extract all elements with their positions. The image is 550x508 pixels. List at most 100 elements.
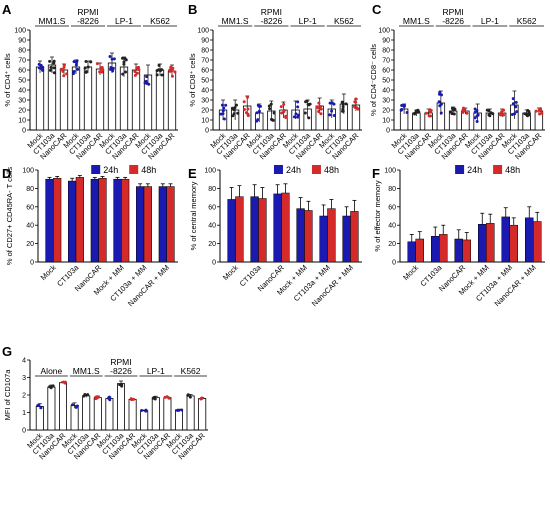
data-point — [242, 108, 246, 112]
bar — [342, 215, 351, 263]
data-point — [475, 114, 479, 118]
data-point — [221, 109, 225, 113]
bar — [35, 66, 45, 131]
data-point — [173, 70, 177, 74]
y-tick-label: 0 — [22, 428, 26, 435]
data-point — [352, 105, 356, 109]
y-tick-label: 40 — [382, 88, 390, 95]
data-point — [340, 100, 344, 104]
data-point — [122, 60, 126, 64]
data-point — [316, 106, 320, 110]
panel-label: E — [188, 166, 197, 181]
x-tick-label: Mock — [221, 263, 240, 282]
bar — [501, 216, 511, 263]
data-point — [52, 66, 56, 70]
data-point — [515, 110, 519, 114]
bar — [143, 186, 152, 263]
legend-swatch — [311, 165, 321, 174]
group-label: K562 — [517, 16, 537, 26]
data-point — [89, 60, 93, 64]
y-tick-label: 100 — [14, 28, 26, 35]
data-point — [135, 71, 139, 75]
bar — [136, 186, 145, 263]
bar — [121, 178, 130, 263]
legend-swatch — [129, 165, 139, 174]
x-tick-label: NanoCAR + MM — [493, 263, 538, 308]
data-point — [75, 61, 79, 65]
data-point — [100, 70, 104, 74]
data-point — [439, 102, 443, 106]
panel-label: C — [372, 2, 382, 17]
data-point — [36, 404, 40, 408]
y-tick-label: 80 — [18, 48, 26, 55]
data-point — [124, 70, 128, 74]
data-point — [111, 66, 115, 70]
data-point — [62, 74, 66, 78]
bar — [439, 234, 448, 263]
group-label: LP-1 — [147, 366, 165, 376]
data-point — [317, 109, 321, 113]
data-point — [246, 107, 250, 111]
group-label: Alone — [41, 366, 63, 376]
legend-label: 24h — [103, 165, 118, 175]
data-point — [487, 113, 491, 117]
legend-label: 24h — [286, 165, 301, 175]
data-point — [232, 112, 236, 116]
data-point — [255, 119, 259, 123]
data-point — [523, 112, 527, 116]
legend-label: 48h — [141, 165, 156, 175]
y-tick-label: 60 — [208, 204, 216, 211]
y-tick-label: 30 — [18, 98, 26, 105]
group-label: K562 — [181, 366, 201, 376]
data-point — [157, 63, 161, 67]
data-point — [140, 409, 144, 413]
data-point — [537, 108, 541, 112]
data-point — [188, 395, 192, 399]
data-point — [71, 72, 75, 76]
bar — [462, 239, 471, 263]
y-tick-label: 30 — [201, 98, 209, 105]
bar — [227, 199, 236, 263]
data-point — [319, 105, 323, 109]
y-tick-label: 0 — [30, 260, 34, 267]
data-point — [296, 100, 300, 104]
data-point — [439, 111, 443, 115]
bar — [71, 66, 81, 131]
data-point — [473, 116, 477, 120]
y-tick-label: 1 — [22, 410, 26, 417]
data-point — [257, 104, 261, 108]
panel-c: C 0 10 20 30 40 50 60 70 80 90 100 % of CD4⁻CD8⁻ cel… — [369, 2, 545, 161]
data-point — [294, 112, 298, 116]
data-point — [354, 100, 358, 104]
data-point — [317, 101, 321, 105]
bar — [107, 62, 117, 131]
bar — [59, 69, 69, 131]
y-tick-label: 100 — [378, 28, 390, 35]
data-point — [147, 82, 151, 86]
bar — [117, 383, 125, 431]
data-point — [308, 102, 312, 106]
data-point — [400, 108, 404, 112]
data-point — [39, 63, 43, 67]
data-point — [86, 393, 90, 397]
data-point — [186, 393, 190, 397]
data-point — [169, 65, 173, 69]
bar — [186, 395, 195, 431]
data-point — [84, 70, 88, 74]
data-point — [170, 74, 174, 78]
data-point — [145, 75, 149, 79]
x-tick-label: Mock — [401, 263, 420, 282]
bar — [407, 241, 417, 263]
data-point — [236, 111, 240, 115]
data-point — [319, 107, 323, 111]
y-tick-label: 40 — [18, 88, 26, 95]
y-tick-label: 40 — [201, 88, 209, 95]
data-point — [48, 59, 52, 63]
data-point — [224, 103, 228, 107]
data-point — [155, 73, 159, 77]
data-point — [438, 90, 442, 94]
bar — [45, 178, 54, 263]
y-tick-label: 20 — [18, 108, 26, 115]
